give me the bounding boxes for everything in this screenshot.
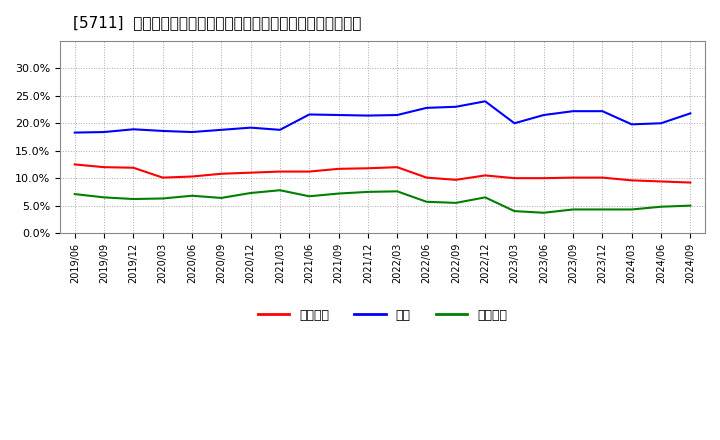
Legend: 売上債権, 在庫, 買入債務: 売上債権, 在庫, 買入債務 [253, 304, 512, 327]
Text: [5711]  売上債権、在庫、買入債務の総資産に対する比率の推移: [5711] 売上債権、在庫、買入債務の総資産に対する比率の推移 [73, 15, 361, 30]
